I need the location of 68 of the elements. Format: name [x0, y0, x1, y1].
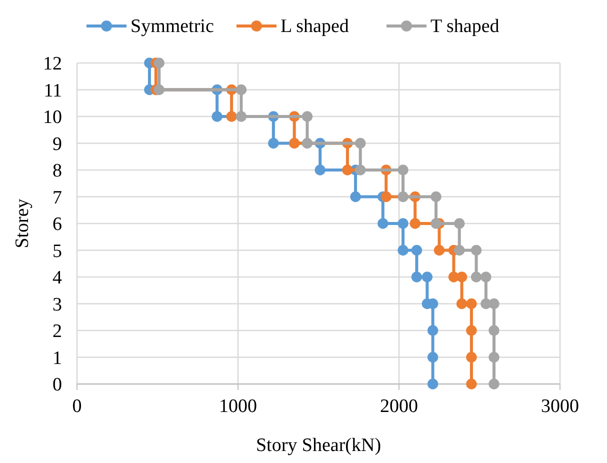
point	[454, 244, 465, 256]
point	[342, 164, 353, 176]
point	[302, 138, 313, 149]
point	[350, 191, 361, 202]
y-tick-label: 7	[52, 187, 62, 208]
point	[236, 84, 247, 96]
point	[398, 244, 408, 256]
point	[411, 272, 422, 282]
point	[434, 244, 445, 256]
x-tick-label: 1000	[219, 396, 257, 417]
point	[398, 191, 408, 202]
legend-label: T shaped	[430, 16, 500, 37]
point	[398, 164, 408, 176]
point	[466, 298, 477, 310]
point	[411, 244, 422, 256]
point	[466, 352, 477, 363]
point	[480, 298, 492, 310]
point	[236, 111, 247, 122]
point	[355, 138, 366, 149]
point	[430, 218, 442, 229]
point	[488, 378, 500, 390]
y-tick-label: 0	[52, 374, 62, 396]
point	[470, 272, 482, 282]
point	[398, 218, 408, 229]
x-tick-label: 0	[72, 396, 82, 417]
point	[470, 244, 482, 256]
point	[488, 325, 500, 336]
point	[466, 378, 477, 390]
point	[154, 84, 164, 96]
point	[289, 138, 300, 149]
x-axis-title: Story Shear(kN)	[256, 435, 382, 456]
point	[268, 138, 279, 149]
point	[410, 218, 420, 229]
x-tick-label: 2000	[380, 396, 418, 417]
point	[226, 111, 237, 122]
y-tick-label: 4	[52, 268, 62, 289]
y-tick-label: 3	[52, 294, 62, 316]
y-tick-label: 9	[52, 134, 62, 155]
legend-label: Symmetric	[130, 16, 214, 37]
y-tick-label: 8	[52, 160, 62, 182]
point	[430, 191, 442, 202]
point	[422, 272, 433, 282]
y-tick-label: 12	[43, 54, 62, 75]
point	[456, 298, 468, 310]
x-tick-label: 3000	[541, 396, 579, 417]
legend-label: L shaped	[280, 16, 350, 37]
point	[466, 325, 477, 336]
point	[355, 164, 366, 176]
point	[378, 218, 388, 229]
point	[448, 272, 460, 282]
y-tick-label: 5	[52, 240, 62, 262]
point	[380, 191, 392, 202]
point	[454, 218, 465, 229]
y-tick-label: 10	[43, 107, 62, 128]
point	[427, 325, 438, 336]
y-tick-label: 1	[52, 348, 62, 369]
y-tick-label: 11	[44, 80, 62, 102]
point	[427, 352, 438, 363]
point	[488, 352, 500, 363]
point	[314, 164, 326, 176]
point	[154, 58, 164, 68]
y-tick-label: 6	[52, 214, 62, 236]
y-axis-title: Storey	[12, 198, 33, 248]
point	[427, 378, 438, 390]
point	[302, 111, 313, 122]
y-tick-label: 2	[52, 321, 62, 342]
point	[480, 272, 492, 282]
point	[212, 111, 222, 122]
